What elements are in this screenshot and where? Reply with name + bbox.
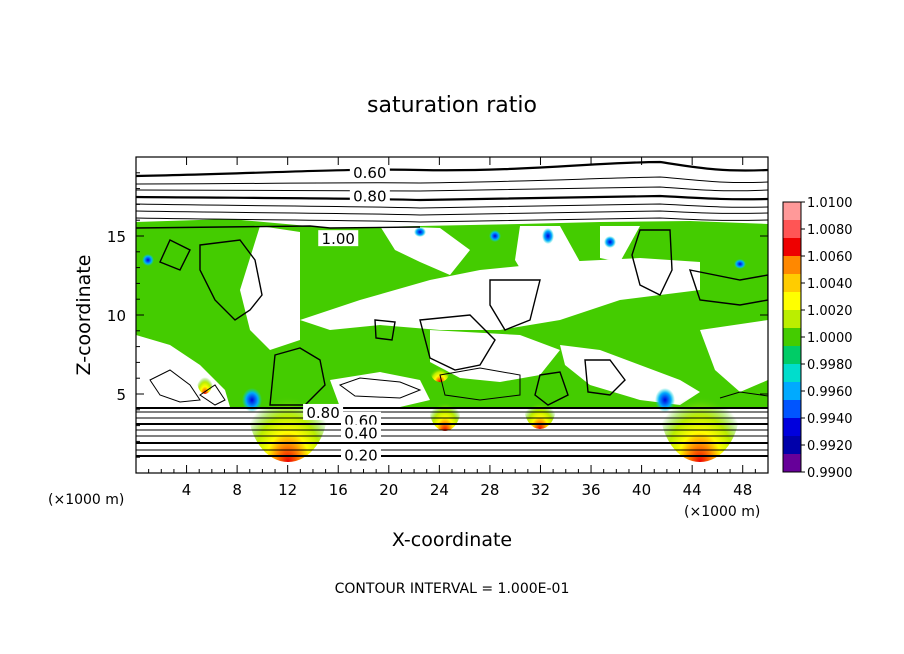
colorbar-tick-label: 1.0020 — [807, 304, 853, 319]
colorbar-swatch — [783, 238, 801, 257]
colorbar-swatch — [783, 310, 801, 329]
contour-label: 0.60 — [353, 164, 386, 182]
heatmap-field — [136, 160, 768, 462]
y-tick-label: 10 — [107, 307, 126, 325]
x-unit-right: (×1000 m) — [684, 504, 760, 520]
y-tick-label: 5 — [116, 386, 126, 404]
x-tick-label: 8 — [232, 481, 242, 499]
unsaturated-gap — [380, 226, 470, 275]
cold-spot — [414, 227, 426, 237]
unsaturated-gap — [700, 320, 768, 392]
x-tick-label: 32 — [531, 481, 550, 499]
contour-label-bg — [349, 187, 390, 204]
y-axis-label: Z-coordinate — [73, 255, 95, 376]
unsaturated-gap — [600, 226, 640, 262]
y-tick-label: 15 — [107, 228, 126, 246]
contour-1-00 — [136, 225, 768, 406]
colorbar-swatch — [783, 346, 801, 365]
colorbar-swatch — [783, 220, 801, 239]
x-tick-label: 28 — [480, 481, 499, 499]
colorbar-swatch — [783, 328, 801, 347]
colorbar-swatch — [783, 292, 801, 311]
x-tick-label: 48 — [733, 481, 752, 499]
unsaturated-gap — [300, 258, 700, 330]
y-axis: 5 10 15 — [107, 172, 768, 458]
x-tick-label: 12 — [278, 481, 297, 499]
colorbar-swatch — [783, 400, 801, 419]
x-tick-label: 16 — [329, 481, 348, 499]
chart-title: saturation ratio — [367, 93, 537, 118]
contour-label-bg — [340, 411, 381, 428]
unsaturated-gap — [240, 226, 300, 350]
unsaturated-gap — [515, 226, 580, 290]
contour-label: 0.40 — [344, 425, 377, 443]
x-tick-label: 36 — [581, 481, 600, 499]
colorbar-swatch — [783, 256, 801, 275]
x-unit-left: (×1000 m) — [48, 492, 124, 508]
hot-spot — [430, 358, 450, 382]
colorbar: 1.0100 1.0080 1.0060 1.0040 1.0020 1.0000 0.99… — [782, 196, 853, 481]
contour-label: 1.00 — [322, 230, 355, 248]
contour-label: 0.80 — [306, 404, 339, 422]
contour-label-bg — [349, 163, 390, 180]
contour-label-bg — [340, 446, 381, 463]
x-axis: 4 8 12 16 20 24 28 32 36 40 44 48 — [148, 157, 756, 499]
x-axis-label: X-coordinate — [392, 529, 512, 551]
x-tick-label: 20 — [379, 481, 398, 499]
colorbar-tick-label: 1.0060 — [807, 250, 853, 265]
cold-spot — [734, 259, 746, 269]
cold-spot — [242, 388, 262, 412]
unsaturated-gap — [330, 372, 430, 407]
contour-label-bg — [318, 230, 359, 247]
x-tick-label: 4 — [182, 481, 192, 499]
colorbar-tick-label: 0.9940 — [807, 412, 853, 427]
colorbar-tick-label: 0.9920 — [807, 439, 853, 454]
x-tick-label: 24 — [430, 481, 449, 499]
contour-label-bg — [303, 403, 344, 420]
colorbar-tick-label: 0.9980 — [807, 358, 853, 373]
cold-spot — [655, 388, 675, 412]
colorbar-swatch — [783, 382, 801, 401]
cold-spot — [542, 228, 554, 244]
colorbar-swatch — [783, 274, 801, 293]
colorbar-tick-label: 0.9960 — [807, 385, 853, 400]
colorbar-tick-label: 1.0040 — [807, 277, 853, 292]
x-tick-label: 44 — [683, 481, 702, 499]
contour-labels: 0.600.801.000.80 0.600.400.20 — [303, 163, 390, 465]
colorbar-swatch — [783, 418, 801, 437]
colorbar-tick-label: 0.9900 — [807, 466, 853, 481]
colorbar-swatch — [783, 454, 801, 473]
cold-spot — [604, 236, 616, 248]
colorbar-swatch — [783, 436, 801, 455]
colorbar-tick-label: 1.0080 — [807, 223, 853, 238]
contour-label: 0.80 — [353, 188, 386, 206]
colorbar-swatch — [783, 364, 801, 383]
contour-label: 0.20 — [344, 447, 377, 465]
colorbar-swatch — [783, 202, 801, 221]
cold-spot — [489, 230, 501, 242]
contour-interval-note: CONTOUR INTERVAL = 1.000E-01 — [335, 581, 570, 597]
lower-contours — [136, 367, 768, 457]
hot-spot — [197, 366, 213, 394]
contour-label-bg — [340, 424, 381, 441]
upper-contours — [136, 160, 768, 223]
x-tick-label: 40 — [632, 481, 651, 499]
colorbar-tick-label: 1.0100 — [807, 196, 853, 211]
cold-spot — [142, 254, 154, 266]
colorbar-tick-label: 1.0000 — [807, 331, 853, 346]
